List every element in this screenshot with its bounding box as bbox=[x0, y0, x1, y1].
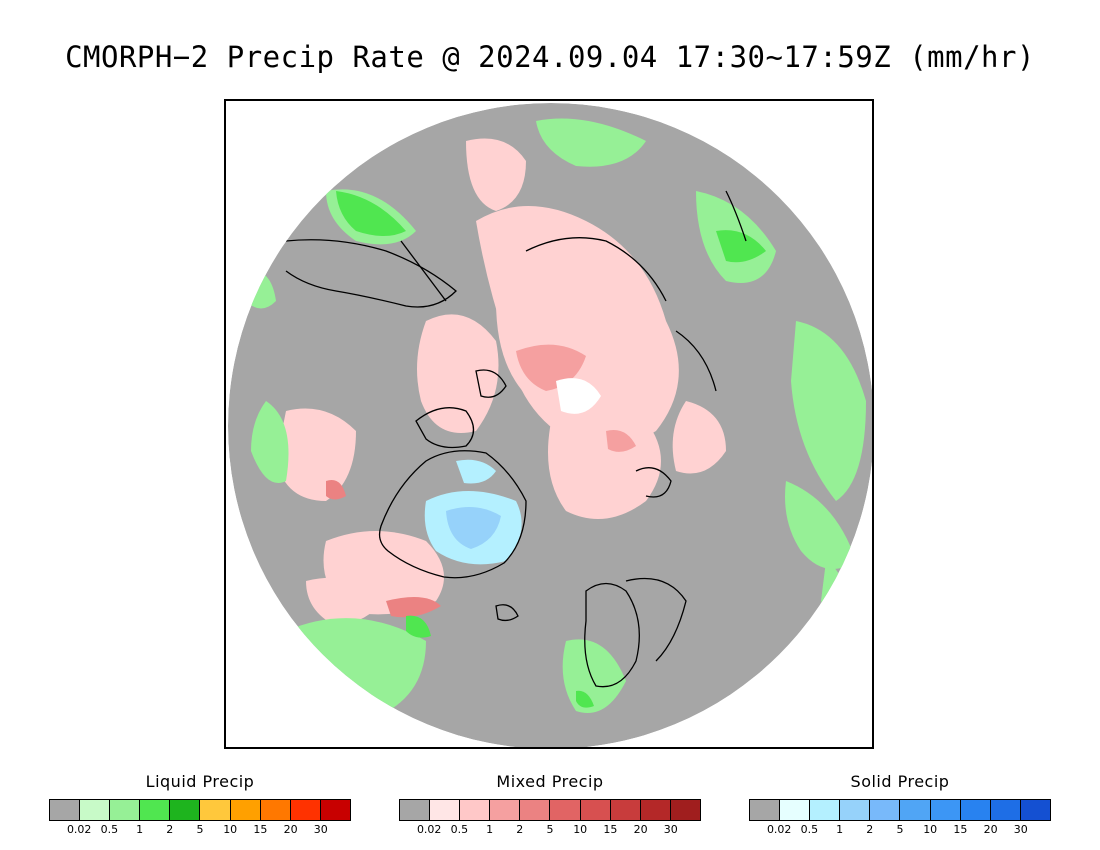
legend-tick-label: 1 bbox=[836, 823, 844, 836]
legend-tick-label: 0.5 bbox=[100, 823, 119, 836]
coastlines bbox=[285, 190, 747, 688]
legend-swatch bbox=[430, 800, 461, 820]
mixed-precip-legend: Mixed Precip 0.02 0.5 1 2 5 10 15 20 30 bbox=[399, 772, 701, 837]
legend-swatch bbox=[170, 800, 201, 820]
legend-swatch bbox=[580, 800, 611, 820]
legend-swatch bbox=[200, 800, 231, 820]
legend-swatch bbox=[550, 800, 581, 820]
legend-title: Solid Precip bbox=[850, 772, 950, 791]
legend-swatch bbox=[670, 800, 700, 820]
legend-tick-label: 0.02 bbox=[66, 823, 92, 836]
legend-swatch bbox=[750, 800, 781, 820]
legend-tick-label: 0.02 bbox=[766, 823, 792, 836]
liquid-precip-legend: Liquid Precip 0.02 0.5 1 2 5 10 15 20 30 bbox=[49, 772, 351, 837]
legend-tick-label: 5 bbox=[896, 823, 904, 836]
legend-tick-label: 2 bbox=[166, 823, 174, 836]
legend-tick-label: 20 bbox=[983, 823, 998, 836]
legend-tick-label: 5 bbox=[546, 823, 554, 836]
legend-swatch bbox=[900, 800, 931, 820]
map-title: CMORPH−2 Precip Rate @ 2024.09.04 17:30~… bbox=[65, 40, 1035, 74]
legend-tick-label: 30 bbox=[313, 823, 328, 836]
legend-title: Liquid Precip bbox=[145, 772, 255, 791]
polar-precip-map bbox=[228, 103, 872, 747]
legend-tick-label: 30 bbox=[663, 823, 678, 836]
legend-tick-label: 2 bbox=[866, 823, 874, 836]
legend-swatch bbox=[610, 800, 641, 820]
legend-swatch bbox=[960, 800, 991, 820]
legend-swatch bbox=[990, 800, 1021, 820]
legend-swatch bbox=[1020, 800, 1050, 820]
legend-tick-label: 10 bbox=[923, 823, 938, 836]
liquid-precip-cores bbox=[336, 191, 766, 708]
legend-swatch bbox=[230, 800, 261, 820]
legend-swatch bbox=[520, 800, 551, 820]
legend-tick-label: 0.5 bbox=[800, 823, 819, 836]
legend-tick-label: 20 bbox=[283, 823, 298, 836]
legend-tick-label: 2 bbox=[516, 823, 524, 836]
legend-swatch bbox=[80, 800, 111, 820]
legend-swatch bbox=[50, 800, 81, 820]
legend-ticks: 0.02 0.5 1 2 5 10 15 20 30 bbox=[399, 823, 701, 837]
legend-swatch bbox=[840, 800, 871, 820]
legend-tick-label: 1 bbox=[136, 823, 144, 836]
legend-swatch bbox=[870, 800, 901, 820]
legend-swatch bbox=[400, 800, 431, 820]
legend-tick-label: 10 bbox=[573, 823, 588, 836]
legend-swatch bbox=[810, 800, 841, 820]
legend-tick-label: 20 bbox=[633, 823, 648, 836]
legend-tick-label: 0.02 bbox=[416, 823, 442, 836]
legend-swatches bbox=[399, 799, 701, 821]
legend-tick-label: 10 bbox=[223, 823, 238, 836]
legend-ticks: 0.02 0.5 1 2 5 10 15 20 30 bbox=[49, 823, 351, 837]
legend-ticks: 0.02 0.5 1 2 5 10 15 20 30 bbox=[749, 823, 1051, 837]
map-frame bbox=[224, 99, 874, 749]
solid-precip-areas bbox=[424, 378, 601, 565]
legend-swatch bbox=[140, 800, 171, 820]
legend-swatch bbox=[320, 800, 350, 820]
legend-swatch bbox=[460, 800, 491, 820]
legend-swatch bbox=[290, 800, 321, 820]
legend-tick-label: 15 bbox=[953, 823, 968, 836]
legend-tick-label: 1 bbox=[486, 823, 494, 836]
legend-swatch bbox=[930, 800, 961, 820]
legend-title: Mixed Precip bbox=[496, 772, 604, 791]
legend-swatches bbox=[49, 799, 351, 821]
legend-swatch bbox=[260, 800, 291, 820]
solid-precip-legend: Solid Precip 0.02 0.5 1 2 5 10 15 20 30 bbox=[749, 772, 1051, 837]
legend-swatch bbox=[780, 800, 811, 820]
legend-swatch bbox=[640, 800, 671, 820]
legend-tick-label: 30 bbox=[1013, 823, 1028, 836]
legend-swatches bbox=[749, 799, 1051, 821]
legend-swatch bbox=[110, 800, 141, 820]
legend-tick-label: 15 bbox=[603, 823, 618, 836]
legend-tick-label: 15 bbox=[253, 823, 268, 836]
legend-swatch bbox=[490, 800, 521, 820]
legend-tick-label: 0.5 bbox=[450, 823, 469, 836]
legend-tick-label: 5 bbox=[196, 823, 204, 836]
